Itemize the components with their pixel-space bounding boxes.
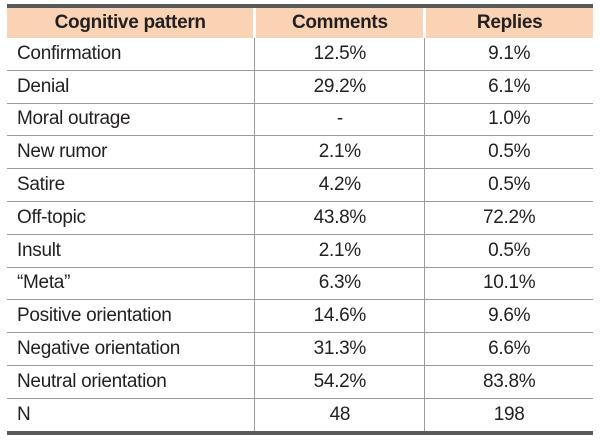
replies-cell: 0.5% <box>424 135 593 169</box>
replies-cell: 6.1% <box>424 69 593 104</box>
comments-cell: 14.6% <box>254 299 425 333</box>
replies-cell: 0.5% <box>424 233 593 268</box>
cognitive-pattern-table: Cognitive pattern Comments Replies Confi… <box>7 4 593 435</box>
table-row: Confirmation 12.5% 9.1% <box>7 38 593 71</box>
replies-cell: 72.2% <box>424 200 593 235</box>
table-row: “Meta” 6.3% 10.1% <box>7 266 593 300</box>
table-row: Neutral orientation 54.2% 83.8% <box>7 364 593 399</box>
comments-cell: - <box>254 102 425 136</box>
replies-cell: 83.8% <box>424 364 593 399</box>
pattern-cell: Positive orientation <box>7 299 255 333</box>
comments-cell: 31.3% <box>254 332 425 366</box>
header-row: Cognitive pattern Comments Replies <box>7 6 593 38</box>
pattern-cell: “Meta” <box>7 266 255 300</box>
replies-cell: 0.5% <box>424 168 593 202</box>
comments-cell: 48 <box>254 397 425 433</box>
pattern-cell: Denial <box>7 69 255 104</box>
replies-cell: 9.6% <box>424 299 593 333</box>
table-row: Insult 2.1% 0.5% <box>7 233 593 268</box>
pattern-cell: Confirmation <box>17 42 122 64</box>
comments-cell: 2.1% <box>254 233 425 268</box>
table-body: Confirmation 12.5% 9.1% Denial 29.2% 6.1% Mora… <box>7 38 593 433</box>
replies-cell: 1.0% <box>424 102 593 136</box>
comments-cell: 2.1% <box>254 135 425 169</box>
table-row: Denial 29.2% 6.1% <box>7 69 593 104</box>
comments-cell: 54.2% <box>254 364 425 399</box>
table-row: New rumor 2.1% 0.5% <box>7 135 593 169</box>
table-row: Negative orientation 31.3% 6.6% <box>7 332 593 366</box>
pattern-cell: Negative orientation <box>7 332 255 366</box>
header-cognitive-pattern: Cognitive pattern <box>7 6 255 38</box>
table-row: N 48 198 <box>7 397 593 433</box>
header-replies: Replies <box>423 6 593 38</box>
table-row: Moral outrage -1.0% <box>7 102 593 136</box>
comments-cell: 29.2% <box>254 69 425 104</box>
header-comments: Comments <box>253 6 425 38</box>
pattern-cell: New rumor <box>7 135 255 169</box>
replies-cell: 198 <box>424 397 593 433</box>
replies-cell: 9.1% <box>424 38 593 71</box>
replies-cell: 6.6% <box>424 332 593 366</box>
pattern-cell: Neutral orientation <box>7 364 255 399</box>
pattern-cell: Moral outrage <box>7 102 255 136</box>
comments-cell: 4.2% <box>254 168 425 202</box>
comments-cell: 6.3% <box>254 266 425 300</box>
replies-cell: 10.1% <box>424 266 593 300</box>
pattern-cell: Off-topic <box>7 200 255 235</box>
comments-cell: 12.5% <box>254 38 425 71</box>
pattern-cell: N <box>7 397 255 433</box>
table-row: Positive orientation 14.6% 9.6% <box>7 299 593 333</box>
pattern-cell: Insult <box>7 233 255 268</box>
table-row: Satire 4.2% 0.5% <box>7 168 593 202</box>
comments-cell: 43.8% <box>254 200 425 235</box>
table-row: Off-topic 43.8% 72.2% <box>7 200 593 235</box>
pattern-cell: Satire <box>7 168 255 202</box>
